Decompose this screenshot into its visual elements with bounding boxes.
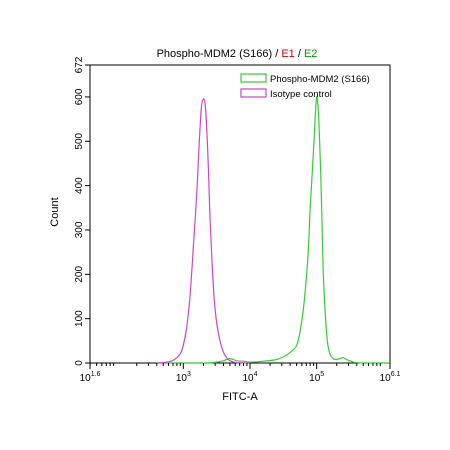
y-axis-label: Count	[49, 197, 61, 226]
x-axis: 101.6 103 104 105 106.1	[80, 363, 401, 384]
legend-label: Isotype control	[270, 89, 332, 100]
y-axis: 0 100 200 300 400 500 600 672	[74, 56, 90, 366]
y-tick-label: 0	[74, 360, 85, 366]
x-tick-label: 103	[176, 371, 191, 384]
title-part-4: E2	[304, 48, 317, 60]
y-tick-label: 100	[74, 310, 85, 327]
y-tick-label: 672	[74, 56, 85, 73]
legend-swatch	[240, 88, 267, 98]
series-line-0	[156, 96, 390, 364]
plot-frame	[89, 64, 391, 364]
y-tick-label: 500	[74, 132, 85, 149]
plot-area	[89, 64, 391, 364]
y-tick-label: 600	[74, 88, 85, 105]
chart-title: Phospho-MDM2 (S166) / E1 / E2	[157, 48, 318, 60]
x-axis-label: FITC-A	[222, 391, 258, 403]
y-tick-label: 400	[74, 177, 85, 194]
y-tick-label: 200	[74, 266, 85, 283]
legend: Phospho-MDM2 (S166) Isotype control	[240, 73, 370, 100]
title-part-0: Phospho-MDM2 (S166)	[157, 48, 273, 60]
x-tick-label: 105	[309, 371, 324, 384]
legend-label: Phospho-MDM2 (S166)	[270, 74, 370, 85]
title-part-1: /	[272, 48, 281, 60]
title-part-2: E1	[281, 48, 294, 60]
legend-swatch	[240, 73, 267, 83]
title-part-3: /	[295, 48, 304, 60]
series-layer	[156, 96, 390, 364]
x-tick-label: 106.1	[380, 371, 401, 384]
y-tick-label: 300	[74, 221, 85, 238]
series-line-1	[156, 98, 251, 364]
x-tick-label: 104	[242, 371, 257, 384]
x-tick-label: 101.6	[80, 371, 101, 384]
